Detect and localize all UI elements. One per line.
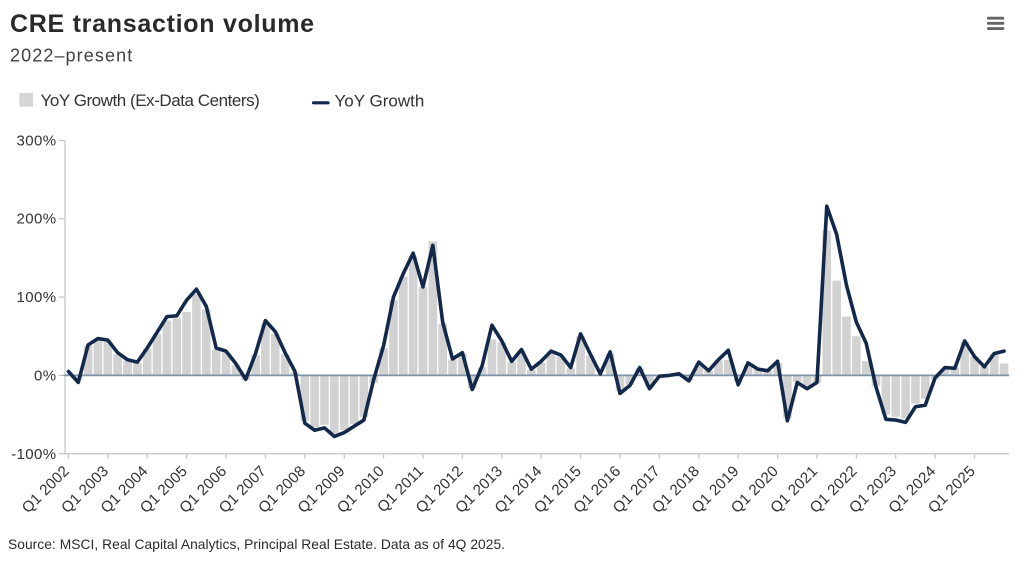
svg-text:YoY Growth (Ex-Data Centers): YoY Growth (Ex-Data Centers) bbox=[41, 91, 260, 110]
svg-text:2022–present: 2022–present bbox=[10, 46, 133, 66]
svg-text:YoY Growth: YoY Growth bbox=[335, 92, 425, 111]
svg-text:-100%: -100% bbox=[11, 446, 56, 463]
svg-text:300%: 300% bbox=[17, 132, 57, 149]
svg-text:0%: 0% bbox=[34, 367, 56, 384]
svg-text:100%: 100% bbox=[17, 289, 57, 306]
svg-text:CRE transaction volume: CRE transaction volume bbox=[10, 10, 315, 38]
svg-text:Source: MSCI, Real Capital Ana: Source: MSCI, Real Capital Analytics, Pr… bbox=[8, 537, 505, 552]
svg-text:200%: 200% bbox=[17, 211, 57, 228]
